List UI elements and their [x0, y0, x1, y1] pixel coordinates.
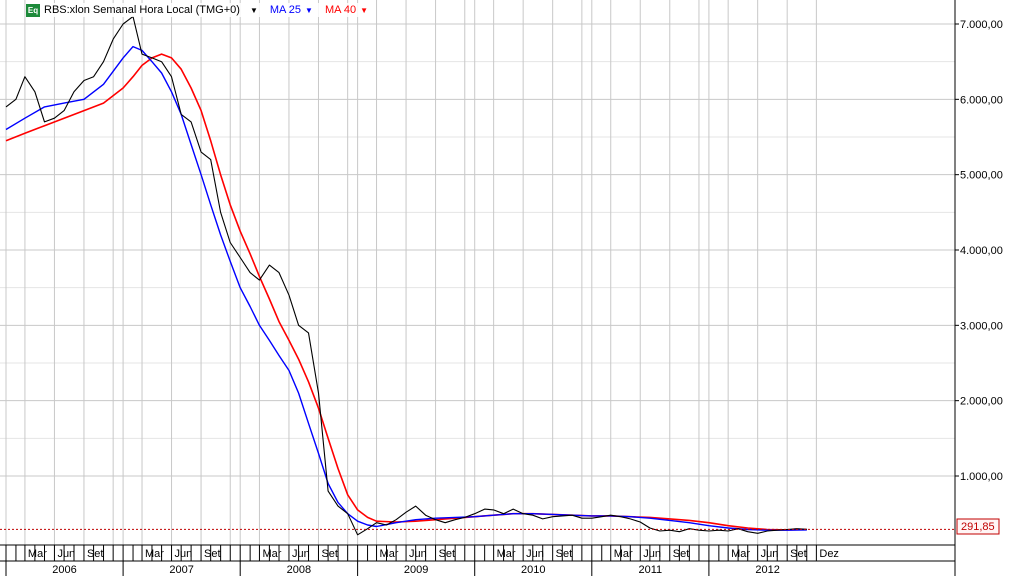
y-tick-label: 6.000,00 — [960, 94, 1003, 106]
x-month-label: Mar — [28, 548, 47, 560]
equity-badge[interactable]: Eq — [26, 3, 40, 17]
chevron-down-icon[interactable]: ▼ — [305, 5, 313, 15]
x-month-label: Jun — [643, 548, 661, 560]
ma25-series — [5, 45, 807, 531]
x-month-label: Set — [439, 548, 456, 560]
last-price-badge-label: 291,85 — [961, 521, 995, 533]
x-month-label: Mar — [145, 548, 164, 560]
x-year-label: 2008 — [287, 564, 311, 576]
x-year-label: 2012 — [755, 564, 779, 576]
x-month-label: Set — [673, 548, 690, 560]
plot-background — [0, 0, 955, 545]
price-series — [5, 15, 807, 536]
x-month-label: Set — [556, 548, 573, 560]
x-year-label: 2009 — [404, 564, 428, 576]
y-tick-label: 7.000,00 — [960, 19, 1003, 31]
x-month-label: Set — [204, 548, 221, 560]
x-month-label: Jun — [409, 548, 427, 560]
x-year-label: 2011 — [639, 564, 663, 576]
x-month-label: Mar — [731, 548, 750, 560]
chart-legend: Eq RBS:xlon Semanal Hora Local (TMG+0) ▼… — [26, 3, 369, 17]
y-axis-ticks: 1.000,00 2.000,00 3.000,00 4.000,00 5.000,00… — [955, 19, 1003, 483]
x-month-label: Mar — [380, 548, 399, 560]
last-price-badge-box — [956, 518, 1000, 535]
y-tick-label: 3.000,00 — [960, 320, 1003, 332]
x-year-label: 2007 — [169, 564, 193, 576]
x-month-label: Set — [790, 548, 807, 560]
price-line — [5, 15, 807, 536]
x-month-label: Jun — [526, 548, 544, 560]
x-month-label: Dez — [819, 548, 839, 560]
x-month-label: Jun — [292, 548, 310, 560]
ma25-legend-label[interactable]: MA 25 — [269, 4, 302, 16]
y-tick-label: 5.000,00 — [960, 170, 1003, 182]
instrument-title[interactable]: RBS:xlon Semanal Hora Local (TMG+0) — [44, 4, 240, 16]
x-month-label: Set — [321, 548, 338, 560]
x-axis-ticks[interactable]: Mar Jun Set Mar Jun Set Mar Jun Set Mar Jun Set Mar J… — [5, 545, 839, 576]
x-month-label: Mar — [614, 548, 633, 560]
x-month-label: Set — [87, 548, 104, 560]
x-month-label: Jun — [57, 548, 75, 560]
x-month-label: Jun — [761, 548, 779, 560]
y-tick-label: 1.000,00 — [960, 471, 1003, 483]
y-tick-label: 4.000,00 — [960, 245, 1003, 257]
x-year-label: 2010 — [521, 564, 545, 576]
x-month-label: Mar — [262, 548, 281, 560]
y-tick-label: 2.000,00 — [960, 396, 1003, 408]
x-month-label: Mar — [497, 548, 516, 560]
last-price-badge: 291,85 — [956, 518, 1000, 535]
ma40-legend-label[interactable]: MA 40 — [324, 4, 357, 16]
x-year-label: 2006 — [52, 564, 76, 576]
chevron-down-icon[interactable]: ▼ — [249, 5, 258, 15]
x-month-label: Jun — [175, 548, 193, 560]
grid — [0, 0, 955, 545]
chevron-down-icon[interactable]: ▼ — [360, 5, 369, 15]
axes — [0, 0, 956, 576]
ma25-line — [5, 45, 807, 531]
